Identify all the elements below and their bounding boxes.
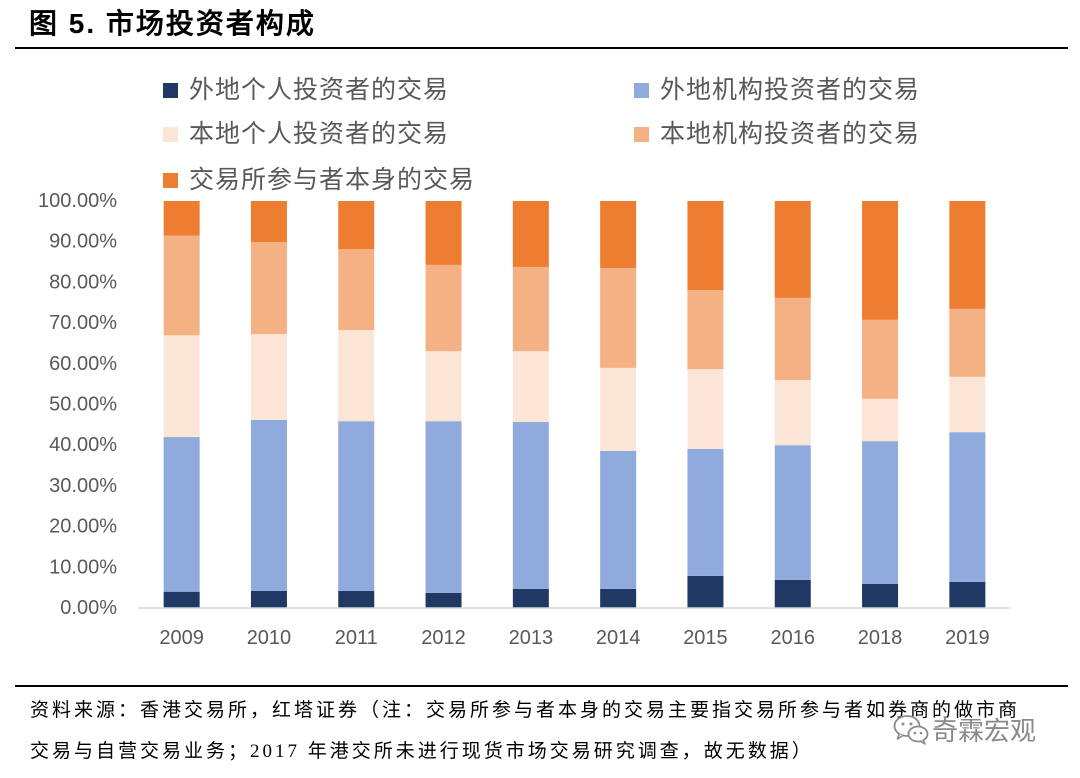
y-tick-label: 40.00% [49,434,117,456]
bar-local-institutional-2011 [338,249,375,331]
bar-nonlocal-institutional-2016 [774,445,811,580]
y-tick-label: 20.00% [49,516,117,538]
legend-item-exchange-participants: 交易所参与者本身的交易 [163,165,475,195]
y-axis-labels: 0.00% 10.00% 20.00% 30.00% 40.00% 50.00% 60.00… [38,190,117,619]
bar-local-retail-2015 [687,369,724,449]
bar-nonlocal-retail-2012 [425,592,462,608]
bar-local-institutional-2019 [949,308,986,377]
y-tick-label: 30.00% [49,475,117,497]
bar-nonlocal-institutional-2010 [250,419,287,591]
legend-swatch-local-retail [163,126,178,142]
x-tick-label: 2013 [509,627,554,649]
bar-local-retail-2014 [600,367,637,451]
bar-nonlocal-institutional-2018 [862,441,899,584]
bar-nonlocal-retail-2010 [250,590,287,608]
bar-local-institutional-2014 [600,268,637,368]
x-tick-label: 2016 [771,627,816,649]
source-note-line-2: 交易与自营交易业务；2017 年港交所未进行现货市场交易研究调查，故无数据） [30,741,814,762]
bar-local-retail-2016 [774,380,811,446]
bar-local-retail-2011 [338,330,375,422]
wechat-icon [893,715,929,745]
bar-local-institutional-2013 [512,266,549,352]
bar-exchange-participants-2014 [600,201,637,269]
legend-swatch-local-institutional [634,126,649,142]
bar-exchange-participants-2009 [163,201,200,236]
source-note-line-1: 资料来源：香港交易所，红塔证券（注：交易所参与者本身的交易主要指交易所参与者如券… [30,700,1021,721]
bar-exchange-participants-2011 [338,201,375,250]
y-tick-label: 0.00% [60,597,117,619]
legend-label-exchange-participants: 交易所参与者本身的交易 [189,166,476,194]
stacked-bar-chart: 0.00% 10.00% 20.00% 30.00% 40.00% 50.00% 60.00… [38,190,1011,649]
footer-separator [15,685,1068,687]
legend-label-local-retail: 本地个人投资者的交易 [189,120,450,148]
legend-item-nonlocal-retail: 外地个人投资者的交易 [163,75,449,105]
bar-nonlocal-institutional-2013 [512,422,549,589]
bar-nonlocal-retail-2011 [338,590,375,608]
bar-nonlocal-retail-2013 [512,588,549,608]
bar-local-retail-2013 [512,351,549,423]
legend-label-nonlocal-institutional: 外地机构投资者的交易 [660,76,921,104]
bar-local-retail-2018 [862,398,899,442]
bar-local-institutional-2015 [687,290,724,370]
x-tick-label: 2018 [858,627,903,649]
bars-layer [163,201,986,608]
x-tick-label: 2010 [247,627,292,649]
legend-item-local-retail: 本地个人投资者的交易 [163,119,449,149]
x-tick-label: 2012 [421,627,466,649]
legend-label-local-institutional: 本地机构投资者的交易 [660,120,921,148]
bar-nonlocal-retail-2019 [949,581,986,608]
bar-local-retail-2012 [425,351,462,422]
y-tick-label: 90.00% [49,231,117,253]
bar-local-retail-2010 [250,334,287,420]
y-tick-label: 80.00% [49,271,117,293]
bar-nonlocal-institutional-2015 [687,448,724,576]
x-tick-label: 2019 [945,627,990,649]
y-tick-label: 70.00% [49,312,117,334]
bar-nonlocal-institutional-2012 [425,421,462,593]
watermark-text: 奇霖宏观 [932,716,1037,746]
legend-item-nonlocal-institutional: 外地机构投资者的交易 [634,75,920,105]
x-axis-labels: 2009 2010 2011 2012 2013 2014 2015 2016 2018 2019 [159,627,989,649]
bar-nonlocal-institutional-2019 [949,432,986,582]
bar-nonlocal-institutional-2011 [338,421,375,591]
figure-title: 图 5. 市场投资者构成 [29,8,316,39]
bar-nonlocal-retail-2018 [862,583,899,608]
bar-local-institutional-2010 [250,242,287,335]
legend-swatch-nonlocal-institutional [634,82,649,98]
bar-exchange-participants-2019 [949,201,986,309]
bar-nonlocal-retail-2015 [687,575,724,608]
bar-exchange-participants-2010 [250,201,287,243]
x-tick-label: 2009 [159,627,204,649]
legend-swatch-exchange-participants [163,172,178,188]
y-tick-label: 50.00% [49,394,117,416]
bar-nonlocal-retail-2016 [774,579,811,608]
title-underline [15,47,1068,49]
bar-local-retail-2019 [949,376,986,433]
bar-exchange-participants-2012 [425,201,462,265]
bar-local-institutional-2012 [425,264,462,352]
legend-item-local-institutional: 本地机构投资者的交易 [634,119,920,149]
legend-label-nonlocal-retail: 外地个人投资者的交易 [189,76,450,104]
bar-local-institutional-2009 [163,235,200,336]
bar-nonlocal-retail-2009 [163,591,200,608]
bar-nonlocal-retail-2014 [600,588,637,608]
y-tick-label: 100.00% [38,190,117,212]
x-tick-label: 2015 [683,627,728,649]
x-tick-label: 2014 [596,627,641,649]
x-tick-label: 2011 [335,627,378,649]
y-tick-label: 60.00% [49,353,117,375]
legend-swatch-nonlocal-retail [163,82,178,98]
y-tick-label: 10.00% [49,556,117,578]
bar-exchange-participants-2013 [512,201,549,267]
bar-local-institutional-2018 [862,319,899,399]
bar-local-institutional-2016 [774,297,811,381]
bar-exchange-participants-2018 [862,201,899,320]
bar-nonlocal-institutional-2009 [163,437,200,592]
bar-nonlocal-institutional-2014 [600,450,637,589]
bar-exchange-participants-2016 [774,201,811,298]
bar-local-retail-2009 [163,335,200,438]
bar-exchange-participants-2015 [687,201,724,291]
